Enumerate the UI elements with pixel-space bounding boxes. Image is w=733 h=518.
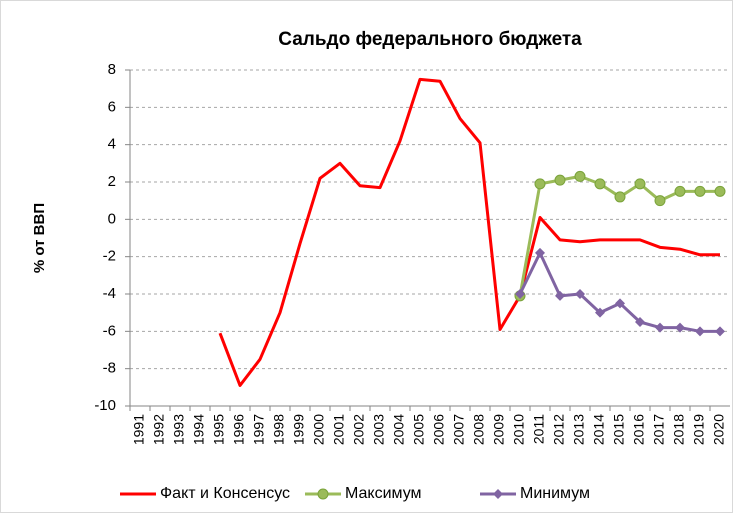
x-tick-label: 2007 (451, 414, 467, 445)
y-axis-label: % от ВВП (31, 203, 48, 273)
series-line (218, 77, 720, 387)
point (614, 191, 626, 203)
x-tick-label: 2013 (571, 414, 587, 445)
x-tick-label: 1993 (171, 414, 187, 445)
x-tick-label: 2015 (611, 414, 627, 445)
x-tick-label: 2011 (531, 414, 547, 444)
x-tick-label: 2010 (511, 414, 527, 445)
point (574, 170, 586, 182)
legend-label: Максимум (345, 485, 422, 502)
y-tick-label: 0 (108, 210, 116, 227)
x-tick-label: 1991 (131, 414, 147, 445)
point (575, 289, 585, 299)
point (694, 185, 706, 197)
x-tick-label: 1994 (191, 414, 207, 445)
y-tick-label: -6 (103, 322, 116, 339)
legend-marker (317, 488, 329, 500)
point (675, 322, 685, 333)
x-tick-label: 2009 (491, 414, 507, 445)
x-tick-label: 2012 (551, 414, 567, 445)
point (555, 290, 565, 301)
x-tick-label: 2005 (411, 414, 427, 445)
x-tick-label: 2006 (431, 414, 447, 445)
x-tick-label: 2000 (311, 414, 327, 445)
point (535, 247, 545, 258)
x-tick-label: 2002 (351, 414, 367, 445)
y-tick-label: 2 (108, 173, 116, 190)
y-tick-label: -4 (103, 285, 116, 302)
x-tick-label: 2008 (471, 414, 487, 445)
point (554, 174, 566, 186)
x-tick-label: 2020 (711, 414, 727, 445)
x-tick-label: 2001 (331, 414, 347, 445)
point (715, 326, 725, 337)
point (595, 307, 605, 318)
x-tick-label: 2017 (651, 414, 667, 445)
x-tick-label: 2018 (671, 414, 687, 445)
x-tick-label: 2019 (691, 414, 707, 445)
point (695, 326, 705, 337)
x-tick-label: 1998 (271, 414, 287, 445)
point (634, 178, 646, 190)
legend-label: Факт и Консенсус (160, 485, 290, 502)
point (674, 185, 686, 197)
point (615, 298, 625, 309)
y-tick-label: -8 (103, 360, 116, 377)
y-tick-label: 4 (108, 136, 116, 153)
y-tick-label: 6 (108, 98, 116, 115)
point (515, 289, 525, 299)
x-tick-label: 2014 (591, 414, 607, 445)
point (714, 185, 726, 197)
x-tick-label: 2004 (391, 414, 407, 445)
x-tick-label: 2003 (371, 414, 387, 445)
point (534, 178, 546, 190)
point (635, 317, 645, 327)
x-tick-label: 1992 (151, 414, 167, 445)
x-tick-label: 1997 (251, 414, 267, 445)
x-tick-label: 1995 (211, 414, 227, 445)
point (655, 322, 665, 333)
point (594, 178, 606, 190)
y-tick-label: -10 (94, 397, 116, 414)
x-tick-label: 2016 (631, 414, 647, 445)
legend-marker (493, 489, 503, 499)
y-tick-label: 8 (108, 61, 116, 78)
y-tick-label: -2 (103, 248, 116, 265)
x-tick-label: 1999 (291, 414, 307, 445)
chart-title: Сальдо федерального бюджета (278, 29, 582, 50)
legend-label: Минимум (520, 485, 590, 502)
x-tick-label: 1996 (231, 414, 247, 445)
point (654, 195, 666, 207)
